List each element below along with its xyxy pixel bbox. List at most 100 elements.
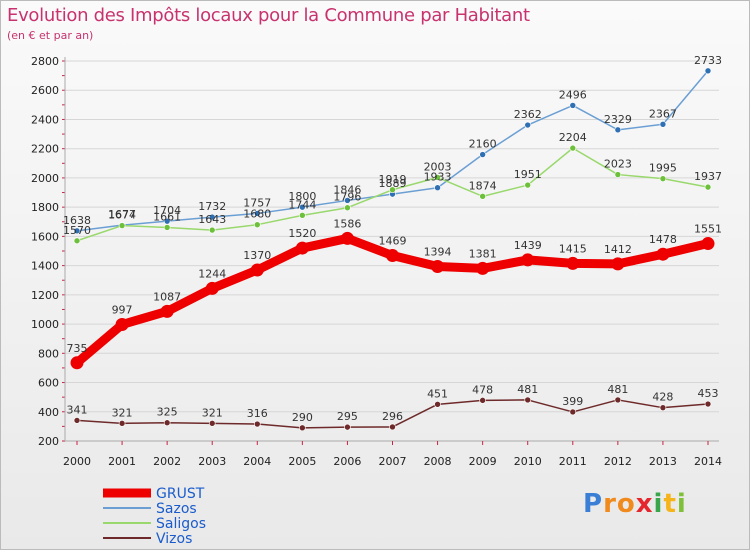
data-label-saligos: 1661 — [153, 210, 181, 223]
data-point-grust — [386, 249, 399, 263]
data-point-sazos — [569, 102, 577, 109]
data-point-vizos — [479, 397, 486, 404]
data-point-grust — [521, 253, 535, 267]
data-point-grust — [70, 356, 84, 370]
data-label-grust: 997 — [112, 304, 133, 317]
legend-label-vizos: Vizos — [156, 531, 192, 547]
data-point-saligos — [163, 224, 171, 231]
y-tick-label: 1600 — [31, 230, 59, 243]
data-point-sazos — [73, 227, 81, 235]
data-label-vizos: 290 — [292, 411, 313, 424]
data-point-saligos — [614, 171, 622, 178]
data-point-grust — [250, 263, 264, 277]
data-point-saligos — [524, 181, 532, 189]
data-label-saligos: 1919 — [379, 173, 407, 186]
data-label-grust: 1370 — [243, 249, 271, 262]
data-point-vizos — [704, 400, 712, 408]
data-label-saligos: 1937 — [694, 170, 722, 183]
x-tick-label: 2005 — [288, 455, 316, 468]
data-point-saligos — [659, 175, 667, 182]
data-point-saligos — [704, 183, 712, 191]
data-point-sazos — [524, 121, 532, 129]
data-label-sazos: 2733 — [694, 54, 722, 67]
data-point-vizos — [569, 408, 577, 416]
data-point-sazos — [253, 210, 261, 217]
data-label-grust: 1469 — [379, 235, 407, 248]
data-point-sazos — [208, 213, 216, 221]
data-label-vizos: 316 — [247, 407, 268, 420]
data-point-vizos — [163, 419, 171, 427]
data-label-grust: 1244 — [198, 267, 226, 280]
data-point-vizos — [73, 417, 81, 424]
y-tick-label: 1800 — [31, 201, 59, 214]
data-point-saligos — [479, 193, 486, 200]
data-point-saligos — [434, 174, 441, 181]
x-tick-label: 2012 — [604, 455, 632, 468]
y-tick-label: 600 — [38, 377, 59, 390]
data-label-grust: 1478 — [649, 233, 677, 246]
data-label-vizos: 428 — [652, 391, 673, 404]
data-point-sazos — [299, 203, 306, 211]
data-label-sazos: 1757 — [243, 196, 271, 209]
data-point-vizos — [614, 396, 622, 404]
x-tick-label: 2009 — [469, 455, 497, 468]
chart-title: Evolution des Impôts locaux pour la Comm… — [7, 5, 530, 26]
data-label-saligos: 1951 — [514, 168, 542, 181]
series-group — [70, 67, 715, 432]
x-tick-label: 2001 — [108, 455, 136, 468]
x-tick-label: 2010 — [514, 455, 542, 468]
logo-letter: o — [616, 489, 636, 519]
data-label-grust: 1586 — [333, 217, 361, 230]
x-tick-label: 2008 — [424, 455, 452, 468]
data-point-vizos — [208, 420, 216, 427]
data-point-saligos — [299, 212, 306, 219]
x-tick-label: 2006 — [333, 455, 361, 468]
data-label-vizos: 453 — [698, 387, 719, 400]
legend-label-saligos: Saligos — [156, 516, 206, 532]
data-label-saligos: 1744 — [288, 198, 316, 211]
data-label-vizos: 321 — [202, 406, 223, 419]
y-tick-label: 2000 — [31, 172, 59, 185]
x-tick-label: 2000 — [63, 455, 91, 468]
data-label-sazos: 1704 — [153, 204, 181, 217]
data-label-saligos: 1674 — [108, 209, 136, 222]
y-tick-label: 200 — [38, 435, 59, 448]
data-point-saligos — [208, 226, 216, 234]
data-point-grust — [205, 281, 219, 295]
data-label-vizos: 481 — [517, 383, 538, 396]
data-label-grust: 1394 — [424, 245, 452, 258]
data-label-sazos: 1800 — [288, 190, 316, 203]
data-point-grust — [611, 257, 625, 271]
data-label-grust: 1551 — [694, 223, 722, 236]
data-point-grust — [476, 261, 490, 275]
x-tick-label: 2013 — [649, 455, 677, 468]
data-point-sazos — [344, 197, 351, 204]
data-point-saligos — [344, 204, 351, 212]
data-label-vizos: 451 — [427, 387, 448, 400]
data-point-saligos — [389, 186, 396, 194]
logo-letter: t — [663, 489, 677, 519]
logo-letter: x — [635, 489, 654, 519]
data-point-sazos — [659, 120, 667, 128]
y-tick-label: 800 — [38, 347, 59, 360]
data-label-sazos: 2367 — [649, 107, 677, 120]
data-point-sazos — [434, 184, 441, 192]
data-label-saligos: 1874 — [469, 179, 497, 192]
data-point-grust — [431, 259, 445, 273]
data-point-grust — [295, 241, 309, 255]
data-point-grust — [115, 318, 129, 332]
data-point-grust — [566, 256, 580, 270]
data-point-sazos — [614, 126, 622, 134]
data-label-vizos: 321 — [112, 406, 133, 419]
data-label-saligos: 1570 — [63, 224, 91, 237]
x-tick-label: 2003 — [198, 455, 226, 468]
data-point-vizos — [389, 423, 396, 431]
data-point-vizos — [659, 404, 667, 411]
data-label-grust: 1439 — [514, 239, 542, 252]
data-point-saligos — [569, 144, 577, 152]
data-point-grust — [701, 237, 715, 251]
data-label-sazos: 2160 — [469, 138, 497, 151]
data-point-vizos — [524, 396, 532, 404]
